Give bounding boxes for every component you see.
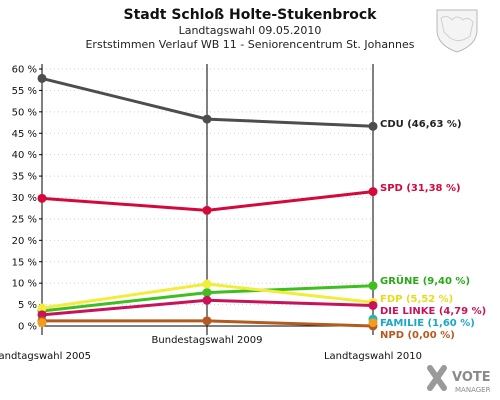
y-tick-label: 50 %: [12, 107, 37, 118]
data-point: [368, 318, 378, 328]
data-point: [37, 303, 47, 313]
data-point: [368, 300, 378, 310]
data-point: [202, 279, 212, 289]
data-point: [202, 288, 212, 298]
data-point: [368, 121, 378, 131]
y-tick-label: 0 %: [18, 322, 37, 333]
y-tick-label: 20 %: [12, 236, 37, 247]
data-point: [202, 295, 212, 305]
x-category-label: Landtagswahl 2005: [0, 351, 91, 362]
y-tick-label: 40 %: [12, 150, 37, 161]
series-line: [37, 187, 378, 215]
series-end-label: FAMILIE (1,60 %): [380, 318, 475, 329]
series-end-label: NPD (0,00 %): [380, 330, 455, 341]
series-line: [37, 73, 378, 131]
x-category-label: Landtagswahl 2010: [324, 351, 422, 362]
y-tick-label: 25 %: [12, 214, 37, 225]
data-point: [202, 316, 212, 326]
coat-of-arms-icon: [436, 9, 478, 53]
y-tick-label: 35 %: [12, 172, 37, 183]
chart-subtitle: Landtagswahl 09.05.2010: [179, 24, 322, 37]
logo-subtext: MANAGER: [455, 386, 491, 394]
series-end-label: SPD (31,38 %): [380, 183, 461, 194]
data-point: [202, 205, 212, 215]
y-tick-label: 15 %: [12, 257, 37, 268]
y-tick-label: 45 %: [12, 129, 37, 140]
series-end-label: GRÜNE (9,40 %): [380, 273, 470, 287]
logo-text: VOTE: [452, 370, 491, 385]
series-line: [37, 318, 378, 328]
series-end-label: CDU (46,63 %): [380, 119, 462, 130]
y-tick-label: 10 %: [12, 279, 37, 290]
data-point: [37, 73, 47, 83]
y-tick-label: 55 %: [12, 86, 37, 97]
y-tick-label: 30 %: [12, 193, 37, 204]
data-point: [37, 193, 47, 203]
series-end-label: DIE LINKE (4,79 %): [380, 306, 486, 317]
votemanager-logo: VOTE MANAGER: [427, 365, 491, 394]
data-point: [37, 318, 47, 328]
data-point: [368, 187, 378, 197]
y-tick-label: 60 %: [12, 65, 37, 76]
chart-title: Stadt Schloß Holte-Stukenbrock: [124, 7, 378, 23]
chart-subtitle-2: Erststimmen Verlauf WB 11 - Seniorencent…: [85, 38, 414, 51]
data-point: [202, 114, 212, 124]
series-end-label: FDP (5,52 %): [380, 294, 453, 305]
data-point: [368, 281, 378, 291]
x-category-label: Bundestagswahl 2009: [152, 335, 263, 346]
y-tick-label: 5 %: [18, 300, 37, 311]
